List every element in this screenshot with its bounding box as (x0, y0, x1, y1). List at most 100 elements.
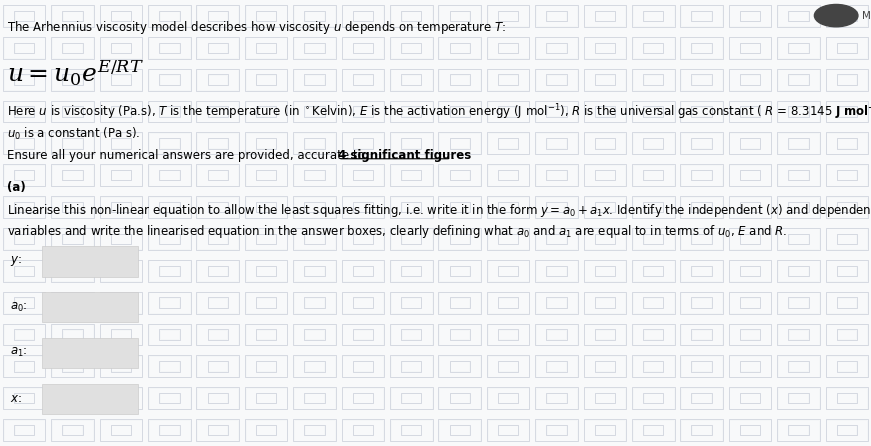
Bar (837, 425, 857, 435)
Bar (438, 260, 481, 282)
Bar (305, 138, 324, 149)
Bar (52, 356, 93, 377)
Bar (99, 228, 142, 250)
Bar (584, 5, 625, 26)
Bar (729, 197, 771, 218)
Bar (63, 297, 83, 308)
Bar (305, 361, 324, 372)
Bar (487, 5, 530, 27)
Bar (246, 228, 287, 249)
Bar (294, 228, 335, 249)
Bar (99, 419, 142, 441)
Bar (246, 5, 287, 26)
Bar (487, 132, 530, 154)
Bar (100, 69, 141, 90)
Bar (449, 74, 469, 85)
Bar (391, 165, 432, 186)
Bar (681, 324, 722, 345)
Bar (439, 228, 480, 249)
Bar (245, 292, 287, 314)
Bar (15, 202, 34, 212)
Bar (100, 133, 141, 154)
Bar (159, 170, 179, 181)
Bar (245, 164, 287, 186)
Bar (148, 5, 191, 27)
Bar (450, 170, 469, 180)
Bar (826, 355, 868, 377)
Bar (498, 425, 517, 435)
Bar (159, 425, 179, 435)
Bar (354, 107, 373, 116)
Bar (777, 228, 820, 250)
Bar (52, 228, 93, 249)
Bar (245, 387, 287, 409)
Bar (498, 107, 517, 116)
Bar (197, 132, 239, 154)
Bar (256, 138, 276, 149)
Bar (438, 387, 481, 409)
Bar (488, 388, 529, 409)
Bar (739, 425, 760, 435)
Bar (450, 43, 469, 53)
Bar (778, 388, 819, 409)
Bar (729, 419, 772, 441)
Bar (487, 419, 530, 441)
Bar (450, 202, 469, 212)
Bar (729, 292, 772, 314)
Bar (342, 101, 383, 122)
Bar (729, 101, 772, 122)
Bar (692, 297, 712, 308)
Bar (3, 355, 45, 377)
Bar (632, 260, 674, 282)
Bar (294, 356, 335, 377)
Bar (14, 393, 34, 404)
Bar (402, 393, 421, 403)
Bar (729, 387, 772, 409)
Bar (740, 107, 760, 116)
Bar (632, 420, 674, 441)
Bar (99, 164, 142, 186)
Bar (63, 106, 83, 117)
Bar (402, 138, 421, 149)
Bar (827, 356, 868, 377)
Bar (546, 234, 567, 244)
Bar (63, 234, 82, 244)
Bar (632, 69, 674, 91)
Bar (14, 106, 34, 117)
Bar (837, 234, 857, 244)
Bar (546, 202, 567, 212)
Bar (341, 387, 384, 409)
Bar (256, 138, 276, 149)
Bar (197, 388, 239, 409)
Bar (778, 228, 819, 249)
Bar (643, 234, 664, 244)
Bar (643, 393, 664, 404)
Bar (789, 361, 808, 372)
Bar (584, 292, 626, 314)
Bar (304, 234, 325, 244)
Bar (535, 292, 577, 314)
Bar (595, 393, 615, 404)
Bar (207, 106, 228, 117)
Bar (789, 170, 808, 180)
Bar (111, 202, 132, 212)
Bar (256, 265, 276, 276)
Bar (778, 197, 819, 218)
Bar (498, 234, 517, 244)
Bar (197, 419, 239, 441)
Bar (51, 132, 94, 154)
Bar (729, 228, 772, 250)
Bar (739, 106, 760, 117)
Bar (536, 133, 577, 154)
Bar (789, 138, 808, 149)
Bar (680, 164, 723, 186)
Bar (245, 101, 287, 122)
Bar (207, 393, 228, 404)
Bar (14, 138, 34, 149)
Bar (208, 11, 227, 21)
Bar (159, 393, 179, 404)
Bar (14, 11, 34, 21)
Bar (52, 197, 93, 218)
Bar (294, 419, 336, 441)
Bar (439, 388, 480, 409)
